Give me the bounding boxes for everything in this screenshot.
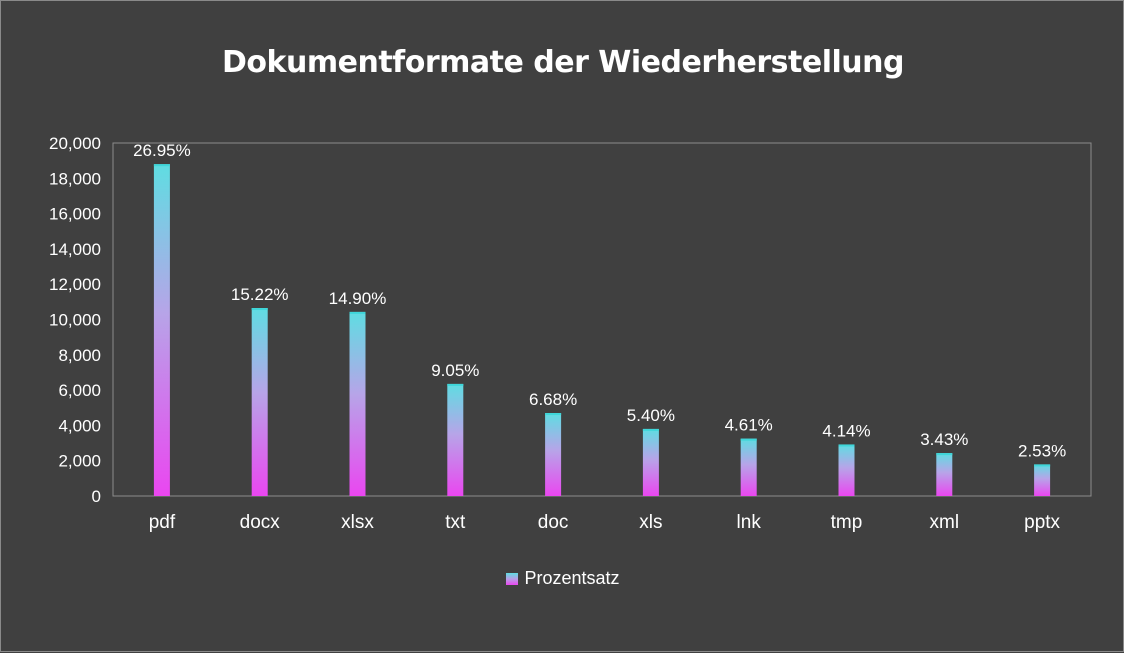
- x-axis: pdf docx xlsx txt doc xls lnk tmp xml pptx: [149, 512, 1061, 533]
- bar-lnk: [740, 438, 757, 496]
- bar-cap-doc: [545, 413, 562, 416]
- x-tick-label-pdf: pdf: [149, 512, 176, 533]
- data-label-xlsx: 14.90%: [329, 289, 387, 308]
- x-tick-label-pptx: pptx: [1024, 512, 1060, 533]
- bar-cap-tmp: [838, 444, 855, 447]
- bar-cap-xlsx: [349, 311, 366, 314]
- data-label-lnk: 4.61%: [725, 416, 773, 435]
- bar-cap-lnk: [740, 438, 757, 441]
- data-label-xml: 3.43%: [920, 430, 968, 449]
- bar-xml: [936, 453, 953, 496]
- legend-label: Prozentsatz: [524, 568, 620, 588]
- bar-xls: [642, 428, 659, 496]
- bar-cap-txt: [447, 383, 464, 386]
- y-tick-label: 2,000: [58, 452, 101, 471]
- y-tick-label: 18,000: [49, 169, 101, 188]
- plot-area: [112, 142, 1092, 497]
- y-tick-label: 20,000: [49, 134, 101, 153]
- bar-pdf: [153, 164, 170, 496]
- data-label-txt: 9.05%: [431, 361, 479, 380]
- legend: Prozentsatz: [1, 568, 1124, 589]
- y-tick-label: 6,000: [58, 381, 101, 400]
- bar-cap-pdf: [153, 164, 170, 167]
- y-tick-label: 16,000: [49, 205, 101, 224]
- bar-cap-docx: [251, 308, 268, 311]
- y-tick-label: 4,000: [58, 416, 101, 435]
- bar-tmp: [838, 444, 855, 496]
- x-tick-label-tmp: tmp: [831, 512, 863, 533]
- x-tick-label-xml: xml: [930, 512, 960, 533]
- bar-cap-xls: [642, 428, 659, 431]
- x-tick-label-xlsx: xlsx: [341, 512, 374, 533]
- data-label-pdf: 26.95%: [133, 141, 191, 160]
- chart-title: Dokumentformate der Wiederherstellung: [222, 45, 904, 80]
- bar-cap-xml: [936, 453, 953, 456]
- bar-xlsx: [349, 311, 366, 496]
- bar-txt: [447, 383, 464, 496]
- data-label-docx: 15.22%: [231, 285, 289, 304]
- y-tick-label: 8,000: [58, 346, 101, 365]
- x-tick-label-docx: docx: [240, 512, 281, 533]
- bar-pptx: [1034, 464, 1051, 496]
- bar-series: 26.95% 15.22% 14.90% 9.05% 6.68% 5.40% 4.61% 4.…: [133, 141, 1066, 496]
- x-tick-label-doc: doc: [538, 512, 569, 533]
- x-tick-label-xls: xls: [639, 512, 662, 533]
- y-tick-label: 10,000: [49, 311, 101, 330]
- y-tick-label: 0: [92, 487, 101, 506]
- bar-doc: [545, 413, 562, 496]
- data-label-xls: 5.40%: [627, 406, 675, 425]
- x-tick-label-lnk: lnk: [737, 512, 762, 533]
- data-label-pptx: 2.53%: [1018, 441, 1066, 460]
- x-tick-label-txt: txt: [445, 512, 466, 533]
- bar-cap-pptx: [1034, 464, 1051, 467]
- bar-docx: [251, 308, 268, 496]
- y-axis: 0 2,000 4,000 6,000 8,000 10,000 12,000 14,000 1…: [49, 134, 101, 506]
- data-label-tmp: 4.14%: [822, 421, 870, 440]
- legend-swatch: [506, 572, 519, 585]
- data-label-doc: 6.68%: [529, 390, 577, 409]
- y-tick-label: 14,000: [49, 240, 101, 259]
- y-tick-label: 12,000: [49, 275, 101, 294]
